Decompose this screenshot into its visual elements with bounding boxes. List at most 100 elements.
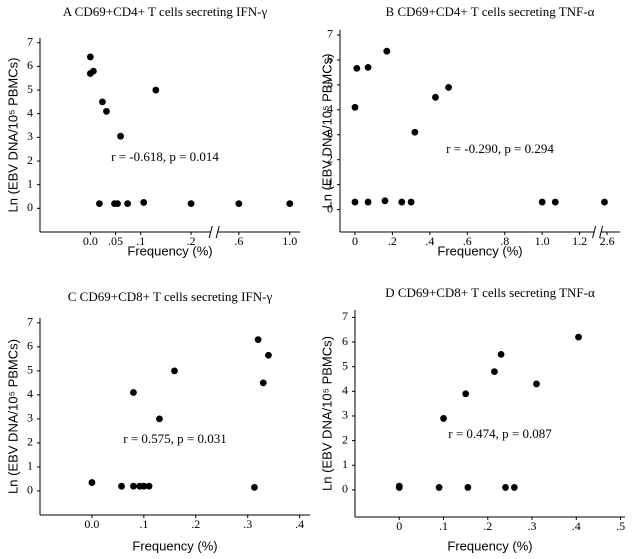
axis-break	[592, 225, 597, 239]
x-tick-label: .6	[234, 234, 243, 248]
data-point	[99, 98, 106, 106]
data-point	[351, 103, 359, 111]
y-tick-label: 6	[27, 339, 33, 353]
data-point	[381, 197, 389, 205]
y-tick-label: 1	[27, 176, 33, 190]
annotation: r = -0.290, p = 0.294	[446, 141, 554, 156]
data-point	[88, 479, 96, 486]
y-tick-label: 3	[342, 408, 348, 422]
y-tick-label: 5	[27, 363, 33, 377]
y-tick-label: 3	[327, 126, 333, 140]
data-point	[156, 415, 163, 423]
y-axis-label: Ln (EBV DNA/10⁵ PBMCs)	[5, 58, 20, 213]
data-point	[130, 389, 137, 396]
annotation: r = 0.474, p = 0.087	[448, 426, 552, 441]
data-point	[254, 336, 262, 344]
x-tick-label: .4	[295, 517, 304, 531]
y-tick-label: 4	[342, 383, 348, 397]
data-point	[445, 83, 452, 91]
y-tick-label: 7	[327, 27, 333, 41]
y-tick-label: 7	[27, 34, 33, 48]
y-tick-label: 2	[327, 151, 333, 165]
data-point	[440, 415, 447, 422]
data-point	[96, 200, 103, 208]
data-point	[398, 198, 406, 206]
data-point	[251, 483, 258, 491]
data-point	[124, 200, 132, 208]
axis-break	[599, 225, 604, 239]
axis-break	[208, 225, 213, 239]
x-tick-label: 1.0	[535, 234, 550, 248]
x-tick-label: .5	[616, 519, 625, 533]
data-point	[462, 390, 470, 398]
data-point	[551, 198, 559, 206]
y-axis-label: Ln (EBV DNA/10⁵ PBMCs)	[5, 339, 20, 494]
annotation: r = -0.618, p = 0.014	[111, 149, 219, 164]
x-axis-label: Frequency (%)	[127, 243, 212, 258]
y-tick-label: 4	[27, 387, 33, 401]
y-tick-label: 0	[342, 482, 348, 496]
data-point	[351, 198, 359, 206]
data-point	[364, 64, 372, 71]
x-tick-label: 1.2	[572, 234, 587, 248]
x-tick-label: .1	[439, 519, 448, 533]
y-tick-label: 6	[27, 58, 33, 72]
x-tick-label: .2	[187, 234, 196, 248]
data-point	[491, 368, 498, 376]
x-tick-label: .3	[528, 519, 537, 533]
data-point	[364, 198, 372, 206]
y-tick-label: 2	[342, 432, 348, 446]
x-tick-label: .2	[388, 234, 397, 248]
panel: 0 1 2 3 4 5 6 7 0 .2 .4 .6 .8 1.0 1.2 2.6 B CD69+CD4+ T …	[319, 4, 620, 258]
x-tick-label: 0.0	[83, 234, 98, 248]
data-point	[140, 482, 148, 490]
data-point	[89, 67, 97, 75]
panel: 0 1 2 3 4 5 6 7 0.0 .05 .1 .2 .6 1.0 A CD69+CD4+ T cel…	[5, 4, 300, 258]
x-tick-label: .4	[572, 519, 581, 533]
y-tick-label: 0	[27, 200, 33, 214]
x-tick-label: .1	[136, 234, 145, 248]
chart-title: B CD69+CD4+ T cells secreting TNF-α	[386, 4, 595, 19]
data-point	[118, 482, 125, 490]
x-tick-label: 1.0	[282, 234, 297, 248]
data-point	[130, 482, 137, 490]
data-point	[575, 333, 582, 341]
y-tick-label: 5	[342, 358, 348, 372]
x-tick-label: .3	[243, 517, 252, 531]
y-tick-label: 7	[27, 315, 33, 329]
data-point	[533, 380, 540, 388]
data-point	[286, 200, 294, 208]
x-axis-label: Frequency (%)	[132, 538, 217, 553]
y-axis-label: Ln (EBV DNA/10⁵ PBMCs)	[319, 336, 334, 491]
x-tick-label: 2.6	[600, 234, 615, 248]
y-axis-label: Ln (EBV DNA/10⁵ PBMCs)	[319, 54, 334, 209]
data-point	[538, 198, 546, 206]
data-point	[407, 198, 415, 206]
panel: 0 1 2 3 4 5 6 7 0.0 .1 .2 .3 .4 C CD69+CD8+ T cells s…	[5, 289, 310, 553]
y-tick-label: 0	[327, 201, 333, 215]
data-point	[510, 484, 518, 491]
data-point	[497, 350, 505, 358]
data-point	[171, 367, 178, 375]
data-point	[86, 53, 94, 61]
y-tick-label: 6	[342, 334, 348, 348]
y-tick-label: 0	[27, 483, 33, 497]
y-tick-label: 1	[27, 459, 33, 473]
y-tick-label: 4	[327, 102, 333, 116]
axis-break	[215, 225, 220, 239]
x-tick-label: .2	[483, 519, 492, 533]
data-point	[411, 128, 419, 136]
x-tick-label: 0	[396, 519, 402, 533]
y-tick-label: 6	[327, 52, 333, 66]
x-tick-label: .2	[191, 517, 200, 531]
data-point	[265, 351, 272, 359]
x-tick-label: .1	[139, 517, 148, 531]
data-point	[187, 200, 195, 208]
data-point	[152, 86, 160, 94]
y-tick-label: 7	[342, 309, 348, 323]
y-tick-label: 1	[342, 457, 348, 471]
x-tick-label: .6	[463, 234, 472, 248]
x-tick-label: 0	[352, 234, 358, 248]
panel: 0 1 2 3 4 5 6 7 0 .1 .2 .3 .4 .5 D CD69+CD8+ T cells s…	[319, 285, 625, 553]
